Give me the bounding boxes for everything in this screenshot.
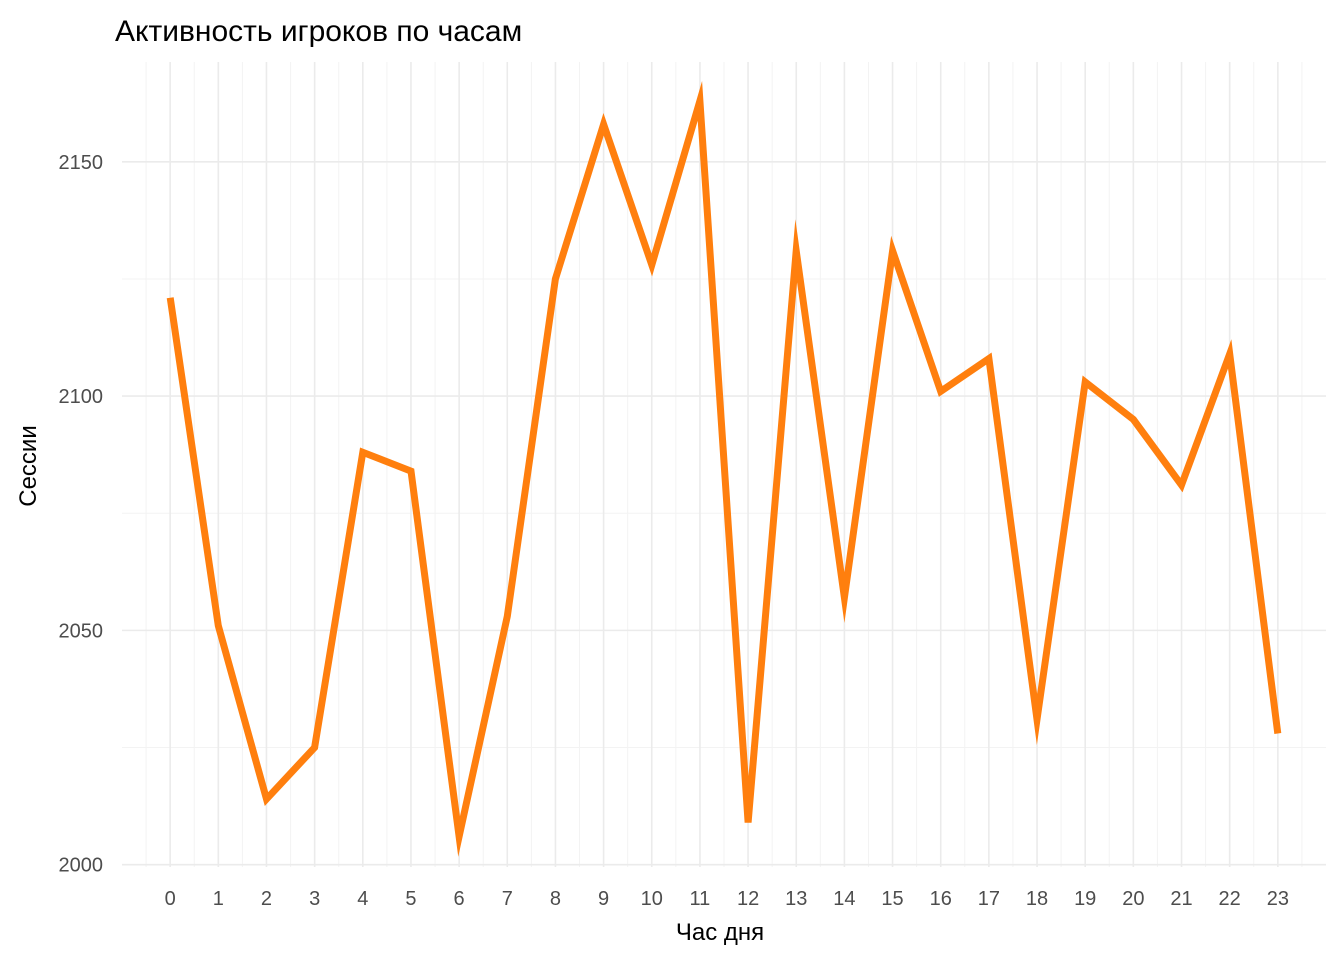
- x-tick-label: 13: [785, 888, 807, 910]
- x-tick-label: 4: [357, 888, 368, 910]
- x-tick-label: 18: [1026, 888, 1048, 910]
- x-tick-label: 23: [1267, 888, 1289, 910]
- x-tick-label: 0: [165, 888, 176, 910]
- x-tick-label: 14: [833, 888, 855, 910]
- x-tick-label: 8: [550, 888, 561, 910]
- y-tick-label: 2000: [59, 855, 104, 877]
- x-tick-label: 21: [1170, 888, 1192, 910]
- x-tick-label: 11: [690, 888, 711, 910]
- x-axis-title: Час дня: [676, 919, 764, 946]
- series-layer: [166, 81, 1282, 857]
- x-tick-label: 16: [930, 888, 952, 910]
- x-tick-label: 5: [405, 888, 416, 910]
- x-tick-label: 22: [1219, 888, 1241, 910]
- x-tick-label: 20: [1122, 888, 1144, 910]
- x-tick-label: 15: [881, 888, 903, 910]
- y-tick-label: 2150: [59, 152, 104, 174]
- x-tick-label: 7: [502, 888, 513, 910]
- y-tick-label: 2050: [59, 620, 104, 642]
- y-tick-label: 2100: [59, 386, 104, 408]
- x-axis-ticks: 0 1 2 3 4 5 6 7 8 9 10 11 12 13 14 15 16 17 18 19 20 21 22 23: [165, 888, 1289, 910]
- y-axis-ticks: 2000 2050 2100 2150: [59, 152, 104, 877]
- minor-gridlines: [122, 62, 1326, 867]
- x-tick-label: 1: [213, 888, 224, 910]
- x-tick-label: 12: [737, 888, 759, 910]
- x-tick-label: 3: [309, 888, 320, 910]
- x-tick-label: 2: [261, 888, 272, 910]
- chart-title: Активность игроков по часам: [115, 15, 522, 48]
- x-tick-label: 10: [641, 888, 663, 910]
- x-tick-label: 19: [1074, 888, 1096, 910]
- x-tick-label: 9: [598, 888, 609, 910]
- series-line: [166, 81, 1282, 857]
- x-tick-label: 17: [978, 888, 1000, 910]
- x-tick-label: 6: [454, 888, 465, 910]
- y-axis-title: Сессии: [15, 425, 42, 507]
